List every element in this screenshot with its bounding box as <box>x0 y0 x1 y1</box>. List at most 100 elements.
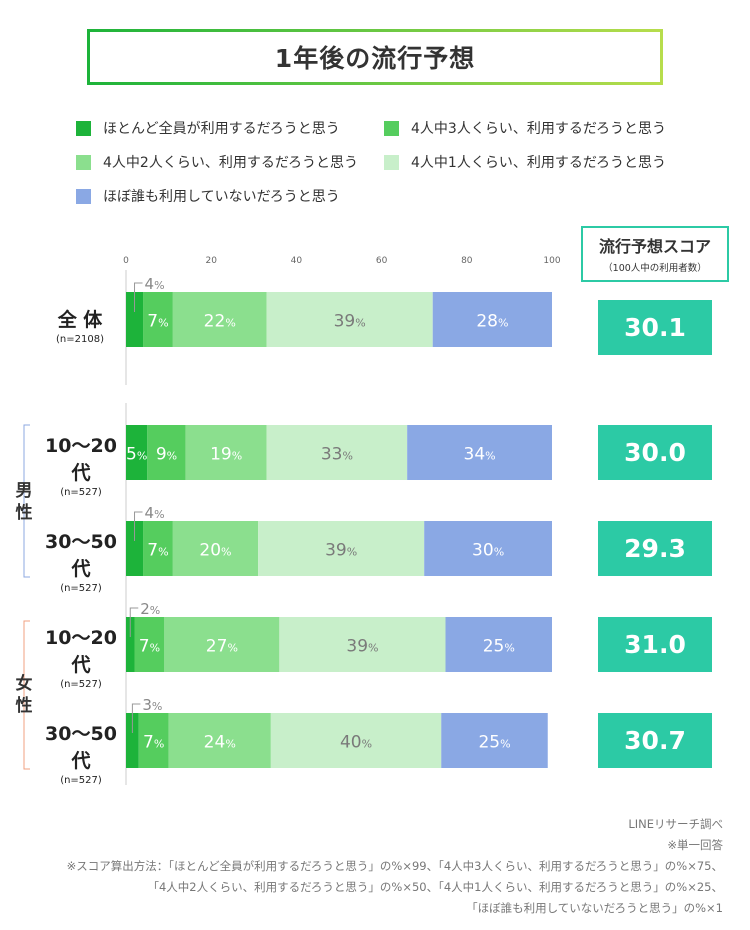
row-sample-size: (n=527) <box>60 583 102 594</box>
row-name: 10〜20代 <box>45 435 117 484</box>
group-bracket-male <box>23 424 30 578</box>
callout-line <box>131 703 141 733</box>
legend-item: ほとんど全員が利用するだろうと思う <box>76 118 340 138</box>
score-method-note: 「ほぼ誰も利用していないだろうと思う」の%×1 <box>466 901 723 915</box>
score-male-30-50: 29.3 <box>598 521 712 576</box>
chart-title: 1年後の流行予想 <box>87 29 663 85</box>
x-tick-label: 60 <box>376 256 388 266</box>
legend-swatch <box>76 188 91 204</box>
callout-line <box>134 282 143 312</box>
score-header-title: 流行予想スコア <box>598 237 711 256</box>
score-female-30-50: 30.7 <box>598 713 712 768</box>
callout-line <box>129 607 139 637</box>
bar-value-label: 7% <box>147 312 168 332</box>
score-header-subtitle: （100人中の利用者数） <box>603 263 707 274</box>
bar-segment <box>164 617 280 672</box>
legend-item: 4人中2人くらい、利用するだろうと思う <box>76 152 358 172</box>
bar-segment <box>138 713 169 768</box>
bar-segment <box>126 292 144 347</box>
x-tick-label: 100 <box>543 256 560 266</box>
bar-value-label: 27% <box>206 637 238 657</box>
score-male-10-20: 30.0 <box>598 425 712 480</box>
row-name: 全 体 <box>57 309 103 331</box>
legend-swatch <box>76 154 91 170</box>
bar-segment <box>172 521 259 576</box>
bar-value-label: 19% <box>210 445 242 465</box>
score-total: 30.1 <box>598 300 712 355</box>
bar-value-label: 22% <box>204 312 236 332</box>
bar-value-label: 3% <box>142 696 162 714</box>
bar-value-label: 24% <box>204 733 236 753</box>
row-name: 30〜50代 <box>45 723 117 772</box>
x-tick-label: 20 <box>205 256 217 266</box>
score-method-note: ※スコア算出方法：「ほとんど全員が利用するだろうと思う」の%×99、「4人中3人… <box>66 859 723 873</box>
row-sample-size: (n=527) <box>60 679 102 690</box>
bar-value-label: 7% <box>147 541 168 561</box>
score-female-10-20: 31.0 <box>598 617 712 672</box>
row-label-female-10-20: 10〜20代 (n=527) <box>36 623 126 690</box>
bar-value-label: 7% <box>143 733 164 753</box>
bar-value-label: 4% <box>145 504 165 522</box>
bar-segment <box>445 617 552 672</box>
bar-segment <box>185 425 267 480</box>
legend-item: 4人中3人くらい、利用するだろうと思う <box>384 118 666 138</box>
score-method-note: 「4人中2人くらい、利用するだろうと思う」の%×50、「4人中1人くらい、利用す… <box>147 880 723 894</box>
bar-value-label: 30% <box>472 541 504 561</box>
bar-value-label: 33% <box>321 445 353 465</box>
legend-item: ほぼ誰も利用していないだろうと思う <box>76 186 340 206</box>
bar-segment <box>126 617 135 672</box>
bar-value-label: 9% <box>156 445 177 465</box>
legend-swatch <box>76 120 91 136</box>
row-sample-size: (n=527) <box>60 775 102 786</box>
footnotes: LINEリサーチ調べ ※単一回答 ※スコア算出方法：「ほとんど全員が利用するだろ… <box>67 814 723 919</box>
row-label-male-10-20: 10〜20代 (n=527) <box>36 431 126 498</box>
row-label-male-30-50: 30〜50代 (n=527) <box>36 527 126 594</box>
bar-segment <box>432 292 552 347</box>
source-note: LINEリサーチ調べ <box>628 817 723 831</box>
score-header: 流行予想スコア （100人中の利用者数） <box>581 226 729 282</box>
x-tick-label: 0 <box>123 256 129 266</box>
row-sample-size: (n=2108) <box>56 334 104 345</box>
bar-value-label: 28% <box>476 312 508 332</box>
bar-segment <box>424 521 552 576</box>
bar-value-label: 39% <box>334 312 366 332</box>
row-name: 30〜50代 <box>45 531 117 580</box>
bar-segment <box>134 617 165 672</box>
bar-segment <box>266 425 408 480</box>
bar-segment <box>441 713 548 768</box>
bar-segment <box>168 713 271 768</box>
bar-segment <box>126 425 148 480</box>
legend-item: 4人中1人くらい、利用するだろうと思う <box>384 152 666 172</box>
bar-segment <box>143 521 173 576</box>
legend-label: ほとんど全員が利用するだろうと思う <box>103 121 340 137</box>
bar-value-label: 2% <box>140 600 160 618</box>
row-label-female-30-50: 30〜50代 (n=527) <box>36 719 126 786</box>
answer-type-note: ※単一回答 <box>667 838 723 852</box>
bar-value-label: 25% <box>478 733 510 753</box>
group-label-female: 女性 <box>15 674 33 716</box>
bar-value-label: 5% <box>126 445 147 465</box>
bar-value-label: 39% <box>325 541 357 561</box>
legend-label: 4人中1人くらい、利用するだろうと思う <box>411 155 666 171</box>
row-name: 10〜20代 <box>45 627 117 676</box>
legend-label: 4人中2人くらい、利用するだろうと思う <box>103 155 358 171</box>
x-tick-label: 40 <box>291 256 303 266</box>
bar-segment <box>266 292 433 347</box>
bar-value-label: 34% <box>464 445 496 465</box>
bar-segment <box>126 713 139 768</box>
bar-segment <box>143 292 173 347</box>
bar-value-label: 7% <box>139 637 160 657</box>
bar-value-label: 4% <box>145 275 165 293</box>
bar-segment <box>270 713 442 768</box>
callout-line <box>134 511 143 541</box>
bar-segment <box>147 425 186 480</box>
bar-value-label: 25% <box>483 637 515 657</box>
legend-swatch <box>384 120 399 136</box>
stacked-bar-chart: 0 20 40 60 80 100 4% 7% 22% 39% 28% 5% 9% 19% 33% 34% 4%… <box>23 256 561 785</box>
bar-segment <box>407 425 552 480</box>
row-sample-size: (n=527) <box>60 487 102 498</box>
bar-value-label: 20% <box>199 541 231 561</box>
bar-segment <box>279 617 446 672</box>
group-label-male: 男性 <box>15 481 33 523</box>
legend-label: ほぼ誰も利用していないだろうと思う <box>103 189 340 205</box>
